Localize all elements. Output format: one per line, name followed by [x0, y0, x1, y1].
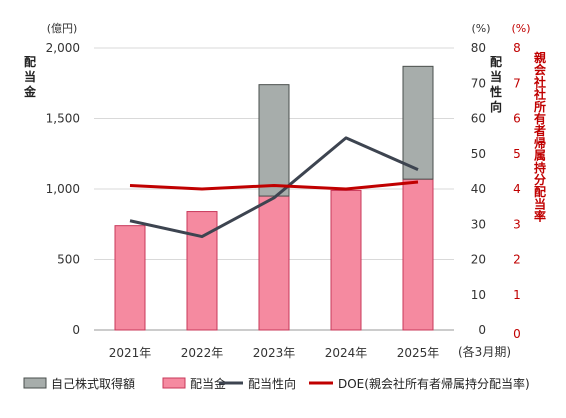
x-note: (各3月期) — [458, 344, 511, 359]
legend-item: 自己株式取得額 — [23, 376, 135, 391]
legend-item: 配当性向 — [219, 376, 296, 391]
legend-item: DOE(親会社所有者帰属持分配当率) — [309, 376, 530, 391]
svg-text:有: 有 — [534, 111, 546, 126]
svg-text:配: 配 — [24, 54, 36, 69]
legend-swatch — [162, 377, 186, 389]
legend-label: 配当性向 — [248, 376, 296, 391]
svg-text:金: 金 — [23, 84, 37, 99]
bar-dividend — [330, 189, 362, 331]
bar-buyback — [402, 65, 434, 180]
legend-label: 自己株式取得額 — [51, 376, 135, 391]
legend-item: 配当金 — [162, 376, 226, 391]
axes: 0 500 1,000 1,500 2,000 0 10 20 30 40 50 60 70 80 0 1 2 3… — [46, 41, 521, 360]
lines — [129, 136, 419, 239]
svg-text:配: 配 — [534, 184, 546, 199]
right1-tick-label: 20 — [471, 253, 486, 267]
svg-text:社: 社 — [533, 74, 546, 89]
left-tick-label: 1,500 — [46, 112, 80, 126]
line-payout-ratio — [129, 136, 419, 239]
svg-text:分: 分 — [534, 172, 546, 187]
bar-dividend — [258, 195, 290, 331]
right2-tick-label: 0 — [513, 327, 521, 341]
right2-axis-unit: (%) — [511, 22, 530, 35]
right1-tick-label: 70 — [471, 76, 486, 90]
svg-text:性: 性 — [489, 84, 502, 99]
x-tick-label: 2024年 — [325, 346, 368, 360]
right1-axis-title: 配当性向 — [489, 54, 502, 114]
right2-tick-label: 3 — [513, 217, 521, 231]
left-tick-label: 1,000 — [46, 182, 80, 196]
right1-tick-label: 80 — [471, 41, 486, 55]
right2-tick-label: 4 — [513, 182, 521, 196]
x-tick-label: 2023年 — [253, 346, 296, 360]
svg-text:配: 配 — [490, 54, 502, 69]
right2-tick-label: 8 — [513, 41, 521, 55]
bar-dividend — [114, 225, 146, 331]
left-tick-label: 2,000 — [46, 41, 80, 55]
left-tick-label: 500 — [57, 253, 80, 267]
legend: 自己株式取得額 配当金 配当性向 DOE(親会社所有者帰属持分配当率) — [23, 376, 530, 391]
svg-text:持: 持 — [534, 160, 546, 175]
right2-tick-label: 1 — [513, 288, 521, 302]
svg-text:属: 属 — [534, 149, 546, 163]
svg-text:当: 当 — [490, 69, 502, 84]
left-axis-unit: (億円) — [47, 22, 78, 35]
bar-dividend — [402, 178, 434, 331]
svg-text:帰: 帰 — [534, 135, 546, 150]
right1-tick-label: 60 — [471, 112, 486, 126]
svg-text:当: 当 — [534, 196, 546, 211]
bars — [114, 65, 434, 331]
x-tick-label: 2022年 — [181, 346, 224, 360]
right1-tick-label: 0 — [478, 323, 486, 337]
legend-swatch — [23, 377, 47, 389]
bar-buyback — [258, 84, 290, 197]
svg-text:率: 率 — [534, 209, 546, 224]
right2-tick-label: 6 — [513, 112, 521, 126]
right1-tick-label: 30 — [471, 217, 486, 231]
svg-text:当: 当 — [24, 69, 36, 84]
svg-text:者: 者 — [533, 123, 546, 138]
right2-tick-label: 7 — [513, 76, 521, 90]
svg-text:会: 会 — [534, 62, 547, 77]
legend-label: DOE(親会社所有者帰属持分配当率) — [338, 376, 530, 391]
right1-axis-unit: (%) — [471, 22, 490, 35]
right2-tick-label: 5 — [513, 147, 521, 161]
right1-tick-label: 50 — [471, 147, 486, 161]
right2-tick-label: 2 — [513, 253, 521, 267]
x-tick-label: 2021年 — [109, 346, 152, 360]
svg-text:向: 向 — [490, 99, 502, 114]
svg-text:親: 親 — [534, 50, 546, 65]
svg-text:社: 社 — [533, 87, 546, 102]
left-axis-title: 配当金 — [23, 54, 37, 99]
legend-label: 配当金 — [190, 376, 226, 391]
line-doe — [129, 180, 419, 191]
right1-tick-label: 40 — [471, 182, 486, 196]
left-tick-label: 0 — [72, 323, 80, 337]
x-tick-label: 2025年 — [397, 346, 440, 360]
right1-tick-label: 10 — [471, 288, 486, 302]
svg-text:所: 所 — [534, 99, 546, 114]
